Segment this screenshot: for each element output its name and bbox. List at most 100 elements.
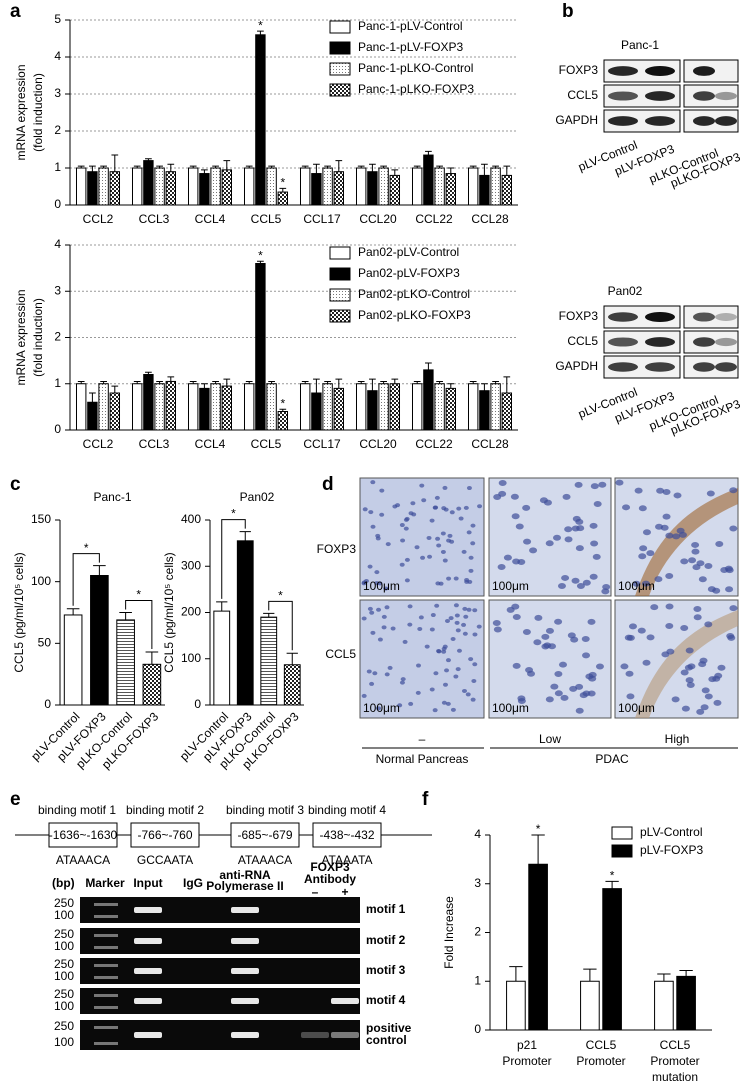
blot-band xyxy=(645,116,675,126)
significance-bracket xyxy=(221,519,246,599)
nucleus xyxy=(462,606,468,611)
nucleus xyxy=(376,706,382,711)
bar xyxy=(467,383,479,431)
legend-label: Panc-1-pLKO-FOXP3 xyxy=(358,82,474,96)
blot-band xyxy=(693,91,715,101)
error-bar xyxy=(216,601,228,612)
nucleus xyxy=(704,693,713,700)
error-bar xyxy=(156,380,163,384)
nucleus xyxy=(685,647,694,654)
bar xyxy=(90,575,109,706)
error-bar xyxy=(492,380,499,384)
y-tick-label: 2 xyxy=(54,123,61,137)
gel-image xyxy=(80,897,360,923)
gel-band xyxy=(134,907,162,913)
nucleus xyxy=(361,616,367,621)
nucleus xyxy=(420,555,426,560)
nucleus xyxy=(676,527,685,534)
x-tick-label: mutation xyxy=(652,1070,698,1084)
bar xyxy=(266,167,277,206)
nucleus xyxy=(453,576,459,581)
nucleus xyxy=(510,493,519,500)
nucleus xyxy=(399,523,405,528)
nucleus xyxy=(367,564,373,569)
nucleus xyxy=(461,549,467,554)
nucleus xyxy=(463,505,469,510)
nucleus xyxy=(436,543,442,548)
nucleus xyxy=(543,642,552,649)
bar xyxy=(87,171,98,206)
y-tick-label: 1 xyxy=(474,973,481,987)
blot-band xyxy=(645,91,675,101)
motif-sequence: GCCAATA xyxy=(137,853,193,867)
nucleus xyxy=(442,558,448,563)
error-bar xyxy=(77,165,85,168)
nucleus xyxy=(686,681,695,688)
nucleus xyxy=(369,681,375,686)
legend-label: Panc-1-pLKO-Control xyxy=(358,61,473,75)
panel-label: a xyxy=(10,1,21,22)
nucleus xyxy=(379,488,385,493)
error-bar xyxy=(257,30,264,35)
gel-row-label: motif 3 xyxy=(366,963,406,977)
histology-image xyxy=(359,477,485,597)
error-bar xyxy=(201,383,208,389)
blot-band xyxy=(608,116,638,126)
y-tick-label: 100 xyxy=(181,651,201,665)
nucleus xyxy=(461,688,467,693)
nucleus xyxy=(434,603,440,608)
y-axis-label: CCL5 (pg/ml/10⁵ cells) xyxy=(12,552,26,672)
gel-size-label: 250 xyxy=(54,957,74,971)
histology-group-label: PDAC xyxy=(595,752,629,766)
motif-position: -1636~-1630 xyxy=(49,828,118,842)
nucleus xyxy=(414,545,420,550)
y-axis-label: (fold induction) xyxy=(31,298,45,377)
nucleus xyxy=(367,606,373,611)
blot-panel xyxy=(603,109,681,133)
error-bar xyxy=(447,383,455,389)
bar xyxy=(445,173,457,206)
nucleus xyxy=(444,619,450,624)
nucleus xyxy=(497,564,506,571)
error-bar xyxy=(301,165,309,168)
error-bar xyxy=(93,565,106,576)
gel-antibody-sign: + xyxy=(341,885,348,899)
nucleus xyxy=(445,658,451,663)
gel-lane-label: Antibody xyxy=(304,872,356,886)
y-tick-label: 0 xyxy=(54,422,61,436)
blot-panel xyxy=(603,84,681,108)
y-tick-label: 3 xyxy=(474,876,481,890)
marker-band xyxy=(94,915,118,918)
bar xyxy=(423,369,434,431)
error-bar xyxy=(145,158,152,161)
bar xyxy=(299,167,311,206)
nucleus xyxy=(575,707,584,714)
histology-column-label: Low xyxy=(539,732,561,746)
stain xyxy=(635,610,738,718)
nucleus xyxy=(392,504,398,509)
bar xyxy=(221,385,233,431)
y-tick-label: 400 xyxy=(181,512,201,526)
bar xyxy=(528,863,548,1031)
blot-panel xyxy=(603,59,681,83)
bar xyxy=(277,191,289,206)
gel-lane-label: IgG xyxy=(183,876,203,890)
motif-box xyxy=(312,822,382,848)
nucleus xyxy=(453,603,459,608)
error-bar xyxy=(503,376,511,393)
nucleus xyxy=(665,573,674,580)
bar xyxy=(445,387,457,431)
y-tick-label: 3 xyxy=(54,283,61,297)
nucleus xyxy=(589,573,598,580)
bar xyxy=(378,383,389,431)
legend-swatch xyxy=(329,288,351,302)
nucleus xyxy=(440,531,446,536)
nucleus xyxy=(470,523,476,528)
error-bar xyxy=(425,362,432,370)
bar xyxy=(479,174,490,206)
gel-row-label: control xyxy=(366,1033,407,1047)
bar xyxy=(87,401,98,431)
nucleus xyxy=(561,574,570,581)
nucleus xyxy=(539,497,548,504)
